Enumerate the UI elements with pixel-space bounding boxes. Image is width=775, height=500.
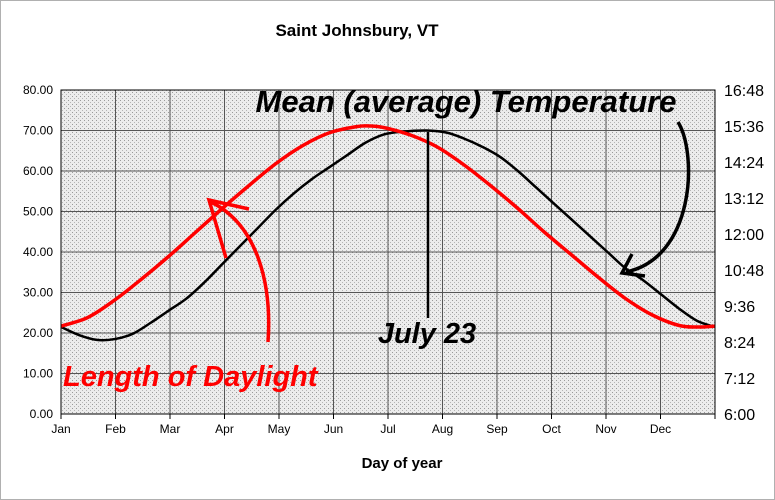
series-line-temperature [61,129,715,342]
x-tick-label: Dec [650,422,671,436]
series-line-daylight [61,124,715,329]
chart-title: Saint Johnsbury, VT [275,21,439,40]
temperature-arrow-shaft [625,121,691,274]
y2-tick-label: 9:36 [724,299,755,316]
y2-tick-label: 6:00 [724,407,755,424]
x-tick-label: May [268,422,291,436]
x-tick-label: Jan [51,422,70,436]
daylight-arrow-head [206,197,250,259]
y-axis-left: 0.00 10.00 20.00 30.00 40.00 50.00 60.00 70.00 8… [23,83,53,421]
y-tick-label: 10.00 [23,367,53,381]
y2-tick-label: 8:24 [724,335,755,352]
x-tick-label: Apr [215,422,234,436]
y-tick-label: 80.00 [23,83,53,97]
x-tick-label: Aug [432,422,453,436]
y-tick-label: 50.00 [23,205,53,219]
y2-tick-label: 7:12 [724,371,755,388]
x-tick-label: Mar [160,422,181,436]
x-tick-label: Jul [380,422,395,436]
x-tick-label: Feb [105,422,126,436]
y2-tick-label: 12:00 [724,227,764,244]
y-tick-label: 0.00 [30,407,54,421]
y-tick-label: 20.00 [23,326,53,340]
x-tick-label: Nov [595,422,616,436]
annotation-temperature: Mean (average) Temperature [256,84,677,119]
y2-tick-label: 14:24 [724,155,764,172]
x-axis-label: Day of year [362,455,443,472]
x-axis: Jan Feb Mar Apr May Jun Jul Aug Sep Oct Nov Dec [51,414,716,436]
y2-tick-label: 15:36 [724,119,764,136]
temperature-arrow-head [619,253,646,278]
plot-border [60,89,716,415]
y2-tick-label: 13:12 [724,191,764,208]
y-tick-label: 60.00 [23,164,53,178]
x-tick-label: Jun [324,422,343,436]
y2-tick-label: 10:48 [724,263,764,280]
x-tick-label: Oct [542,422,561,436]
y-tick-label: 30.00 [23,286,53,300]
x-tick-label: Sep [486,422,508,436]
daylight-arrow-shaft [210,200,271,343]
y-tick-label: 40.00 [23,245,53,259]
y2-tick-label: 16:48 [724,83,764,100]
annotation-daylight: Length of Daylight [63,361,319,393]
annotation-july-23: July 23 [378,318,476,350]
y-tick-label: 70.00 [23,124,53,138]
y-axis-right: 6:00 7:12 8:24 9:36 10:48 12:00 13:12 14:24 15:3… [724,83,764,424]
